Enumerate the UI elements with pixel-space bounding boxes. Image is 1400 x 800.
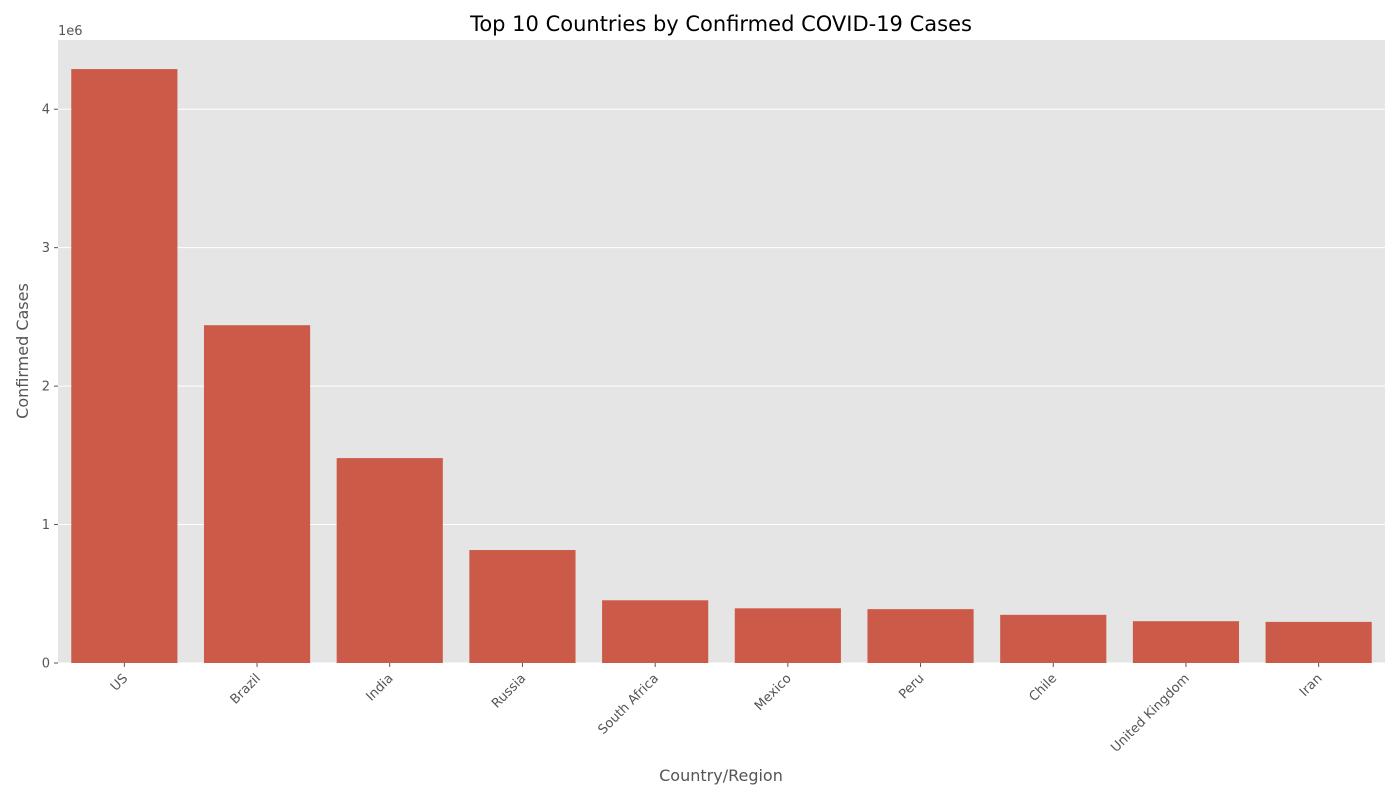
x-tick-label: Peru	[896, 671, 927, 702]
bar-united-kingdom	[1132, 621, 1240, 663]
y-tick-label: 1	[42, 518, 50, 533]
bar-south-africa	[602, 600, 709, 663]
bar-mexico	[734, 608, 841, 663]
x-tick-label: Chile	[1026, 671, 1060, 705]
y-tick-label: 4	[42, 103, 50, 118]
bar-peru	[867, 609, 974, 663]
bar-russia	[469, 550, 576, 663]
x-tick-label: Mexico	[752, 671, 795, 714]
x-tick-label: India	[363, 671, 396, 704]
bar-us	[71, 69, 178, 663]
x-tick-label: Iran	[1297, 671, 1326, 700]
y-tick-label: 0	[42, 657, 50, 672]
x-tick-label: South Africa	[596, 671, 662, 737]
y-tick-label: 2	[42, 380, 50, 395]
y-tick-label: 3	[42, 241, 50, 256]
x-tick-label: Brazil	[228, 671, 264, 707]
bar-india	[336, 458, 443, 663]
bar-chile	[1000, 614, 1107, 663]
x-axis-ticks: US Brazil India Russia South Africa Mexico Per…	[108, 663, 1325, 756]
bar-iran	[1265, 621, 1372, 663]
x-tick-label: United Kingdom	[1108, 671, 1192, 755]
bar-brazil	[203, 325, 311, 663]
x-axis-label: Country/Region	[659, 766, 783, 785]
y-axis-label: Confirmed Cases	[13, 283, 32, 419]
x-tick-label: Russia	[489, 671, 529, 711]
y-axis-offset-label: 1e6	[58, 24, 83, 39]
y-axis-ticks: 0 1 2 3 4	[42, 103, 58, 672]
bars	[71, 69, 1372, 663]
chart-title: Top 10 Countries by Confirmed COVID-19 C…	[469, 12, 972, 36]
x-tick-label: US	[108, 671, 131, 694]
